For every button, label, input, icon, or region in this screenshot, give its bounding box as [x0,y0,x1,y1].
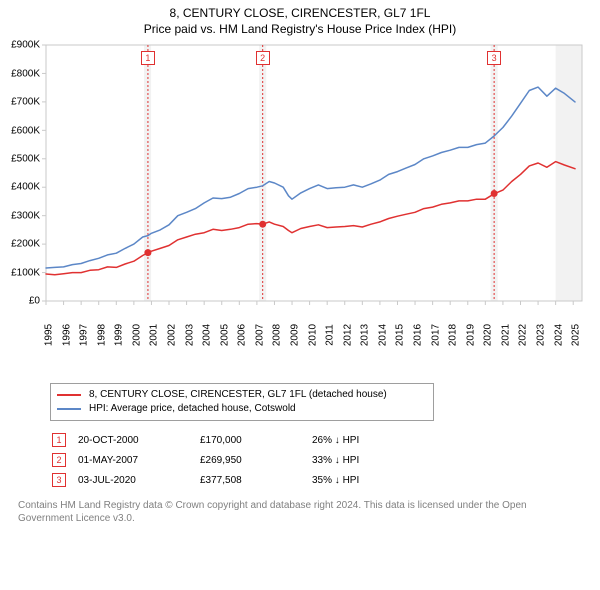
x-tick-label: 2007 [254,324,265,346]
sale-delta: 35% ↓ HPI [312,471,369,489]
sale-marker-box: 1 [52,433,66,447]
x-tick-label: 2023 [536,324,547,346]
table-row: 2 01-MAY-2007£269,95033% ↓ HPI [52,451,369,469]
x-tick-label: 2000 [131,324,142,346]
x-tick-label: 1995 [44,324,55,346]
sale-marker-box: 3 [487,51,501,65]
x-tick-label: 2014 [377,324,388,346]
x-tick-label: 2019 [465,324,476,346]
x-tick-label: 2001 [149,324,160,346]
sales-table: 1 20-OCT-2000£170,00026% ↓ HPI 2 01-MAY-200… [50,429,371,491]
x-tick-label: 2011 [325,324,336,346]
sale-marker-box: 1 [141,51,155,65]
y-tick-label: £400K [8,182,40,193]
y-tick-label: £100K [8,267,40,278]
y-tick-label: £800K [8,68,40,79]
x-tick-label: 2006 [237,324,248,346]
sale-date: 01-MAY-2007 [78,451,198,469]
sale-delta: 26% ↓ HPI [312,431,369,449]
x-tick-label: 2010 [307,324,318,346]
x-tick-label: 2003 [184,324,195,346]
legend-row-price-paid: 8, CENTURY CLOSE, CIRENCESTER, GL7 1FL (… [57,388,427,402]
legend: 8, CENTURY CLOSE, CIRENCESTER, GL7 1FL (… [50,383,434,421]
sale-date: 03-JUL-2020 [78,471,198,489]
x-tick-label: 1998 [96,324,107,346]
sale-price: £377,508 [200,471,310,489]
x-tick-label: 2024 [553,324,564,346]
y-tick-label: £900K [8,40,40,51]
sale-marker-box: 3 [52,473,66,487]
sale-marker-box: 2 [256,51,270,65]
x-tick-label: 2025 [571,324,582,346]
x-tick-label: 2018 [448,324,459,346]
y-tick-label: £200K [8,239,40,250]
x-tick-label: 2008 [272,324,283,346]
y-tick-label: £0 [8,296,40,307]
sale-date: 20-OCT-2000 [78,431,198,449]
legend-label: 8, CENTURY CLOSE, CIRENCESTER, GL7 1FL (… [89,388,387,402]
sale-delta: 33% ↓ HPI [312,451,369,469]
y-tick-label: £300K [8,210,40,221]
x-tick-label: 1996 [61,324,72,346]
y-tick-label: £600K [8,125,40,136]
legend-row-hpi: HPI: Average price, detached house, Cots… [57,402,427,416]
chart-title: 8, CENTURY CLOSE, CIRENCESTER, GL7 1FL P… [0,6,600,37]
x-tick-label: 2017 [430,324,441,346]
x-tick-label: 2012 [342,324,353,346]
x-tick-label: 2020 [483,324,494,346]
x-tick-label: 2002 [167,324,178,346]
x-tick-label: 2009 [290,324,301,346]
sale-price: £170,000 [200,431,310,449]
title-line2: Price paid vs. HM Land Registry's House … [0,22,600,38]
x-tick-label: 2005 [219,324,230,346]
table-row: 3 03-JUL-2020£377,50835% ↓ HPI [52,471,369,489]
title-line1: 8, CENTURY CLOSE, CIRENCESTER, GL7 1FL [0,6,600,22]
legend-label: HPI: Average price, detached house, Cots… [89,402,296,416]
chart-area: £0 £100K £200K £300K £400K £500K £600K £700K £80… [0,37,600,377]
x-tick-label: 2021 [500,324,511,346]
sale-price: £269,950 [200,451,310,469]
x-tick-label: 1997 [79,324,90,346]
table-row: 1 20-OCT-2000£170,00026% ↓ HPI [52,431,369,449]
y-tick-label: £700K [8,97,40,108]
x-tick-label: 2004 [202,324,213,346]
footer-text: Contains HM Land Registry data © Crown c… [18,499,582,525]
x-tick-label: 2015 [395,324,406,346]
sale-marker-box: 2 [52,453,66,467]
x-tick-label: 2016 [413,324,424,346]
legend-swatch [57,408,81,410]
y-tick-label: £500K [8,153,40,164]
x-tick-label: 1999 [114,324,125,346]
x-tick-label: 2022 [518,324,529,346]
x-tick-label: 2013 [360,324,371,346]
legend-swatch [57,394,81,396]
